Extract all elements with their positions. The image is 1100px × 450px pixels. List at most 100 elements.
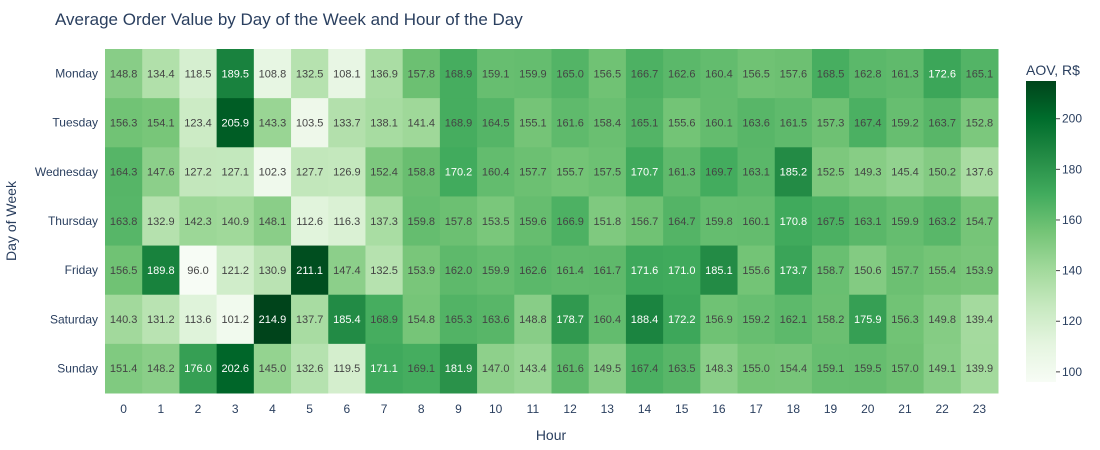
heatmap-cell — [774, 147, 813, 197]
cell-value-label: 162.8 — [854, 68, 882, 80]
chart-title: Average Order Value by Day of the Week a… — [55, 10, 523, 29]
heatmap-cell — [253, 245, 292, 296]
cell-value-label: 170.2 — [445, 167, 473, 179]
cell-value-label: 153.5 — [482, 216, 510, 228]
cell-value-label: 161.5 — [780, 118, 808, 130]
heatmap-cell — [514, 98, 552, 148]
heatmap-cell — [774, 98, 813, 148]
heatmap-cell — [849, 98, 887, 148]
heatmap-cell — [365, 245, 404, 296]
cell-value-label: 163.1 — [742, 167, 770, 179]
heatmap-cell — [663, 294, 701, 345]
cell-value-label: 134.4 — [147, 68, 175, 80]
colorbar-tick-label: 120 — [1062, 314, 1082, 328]
cell-value-label: 143.4 — [519, 363, 547, 375]
heatmap-cell — [328, 294, 366, 345]
x-tick-label: 17 — [749, 402, 763, 416]
heatmap-cell — [365, 294, 404, 345]
cell-value-label: 154.7 — [966, 216, 994, 228]
cell-value-label: 133.7 — [333, 118, 361, 130]
colorbar-tick-label: 180 — [1062, 162, 1082, 176]
cell-value-label: 153.9 — [966, 265, 994, 277]
heatmap-cell — [253, 294, 292, 345]
heatmap-cell — [216, 98, 255, 148]
cell-value-label: 202.6 — [221, 363, 249, 375]
heatmap-cell — [551, 294, 590, 345]
x-tick-label: 12 — [563, 402, 577, 416]
x-axis-label: Hour — [536, 427, 567, 443]
colorbar-tick-label: 140 — [1062, 264, 1082, 278]
cell-value-label: 154.1 — [147, 118, 175, 130]
heatmap-cell — [365, 98, 404, 148]
heatmap-cell — [365, 147, 404, 197]
x-tick-label: 2 — [195, 402, 202, 416]
heatmap-cell — [551, 245, 590, 296]
heatmap-cell — [663, 49, 701, 99]
heatmap-cell — [849, 245, 887, 296]
heatmap-cell — [105, 245, 143, 296]
cell-value-label: 143.3 — [259, 118, 287, 130]
cell-value-label: 157.0 — [891, 363, 919, 375]
cell-value-label: 137.7 — [296, 314, 324, 326]
cell-value-label: 181.9 — [445, 363, 473, 375]
cell-value-label: 172.2 — [668, 314, 696, 326]
heatmap-cell — [477, 98, 515, 148]
cell-value-label: 167.4 — [631, 363, 659, 375]
cell-value-label: 150.6 — [854, 265, 882, 277]
heatmap-cell — [402, 245, 441, 296]
cell-value-label: 165.3 — [445, 314, 473, 326]
heatmap-cell — [849, 147, 887, 197]
heatmap-cell — [737, 294, 776, 345]
colorbar-gradient — [1026, 81, 1056, 382]
heatmap-cell — [886, 147, 925, 197]
heatmap-cell — [700, 343, 739, 394]
y-tick-label: Sunday — [57, 361, 98, 375]
heatmap-cell — [960, 98, 999, 148]
cell-value-label: 214.9 — [259, 314, 287, 326]
heatmap-cell — [886, 343, 925, 394]
heatmap-cell — [216, 245, 255, 296]
cell-value-label: 185.2 — [780, 167, 808, 179]
cell-value-label: 158.4 — [594, 118, 622, 130]
cell-value-label: 178.7 — [556, 314, 584, 326]
heatmap-cell — [142, 245, 180, 296]
heatmap-cell — [811, 245, 850, 296]
heatmap-cell — [514, 294, 552, 345]
cell-value-label: 157.6 — [780, 68, 808, 80]
cell-value-label: 156.5 — [742, 68, 770, 80]
cell-value-label: 147.4 — [333, 265, 361, 277]
heatmap-cell — [439, 294, 478, 345]
heatmap-cell — [477, 343, 515, 394]
heatmap-cell — [105, 343, 143, 394]
heatmap-cell — [774, 49, 813, 99]
cell-value-label: 205.9 — [221, 118, 249, 130]
heatmap-cell — [365, 49, 404, 99]
heatmap-cell — [886, 49, 925, 99]
cell-value-label: 155.0 — [742, 363, 770, 375]
cell-value-label: 159.9 — [482, 265, 510, 277]
heatmap-cell — [105, 196, 143, 247]
heatmap-cell — [291, 245, 329, 296]
heatmap-cell — [811, 49, 850, 99]
heatmap-cell — [923, 147, 962, 197]
x-tick-label: 23 — [973, 402, 987, 416]
cell-value-label: 127.2 — [184, 167, 212, 179]
heatmap-cell — [105, 49, 143, 99]
heatmap-cell — [625, 196, 664, 247]
heatmap-cell — [142, 343, 180, 394]
heatmap-cell — [179, 147, 218, 197]
cell-value-label: 170.7 — [631, 167, 659, 179]
x-tick-label: 10 — [489, 402, 503, 416]
cell-value-label: 103.5 — [296, 118, 324, 130]
cell-value-label: 139.4 — [966, 314, 994, 326]
cell-value-label: 126.9 — [333, 167, 361, 179]
x-tick-label: 0 — [120, 402, 127, 416]
heatmap-cell — [179, 245, 218, 296]
cell-value-label: 157.8 — [408, 68, 436, 80]
cell-value-label: 139.9 — [966, 363, 994, 375]
cell-value-label: 162.6 — [519, 265, 547, 277]
x-tick-label: 1 — [157, 402, 164, 416]
cell-value-label: 132.5 — [296, 68, 324, 80]
cell-value-label: 169.1 — [408, 363, 436, 375]
cell-value-label: 164.3 — [110, 167, 138, 179]
